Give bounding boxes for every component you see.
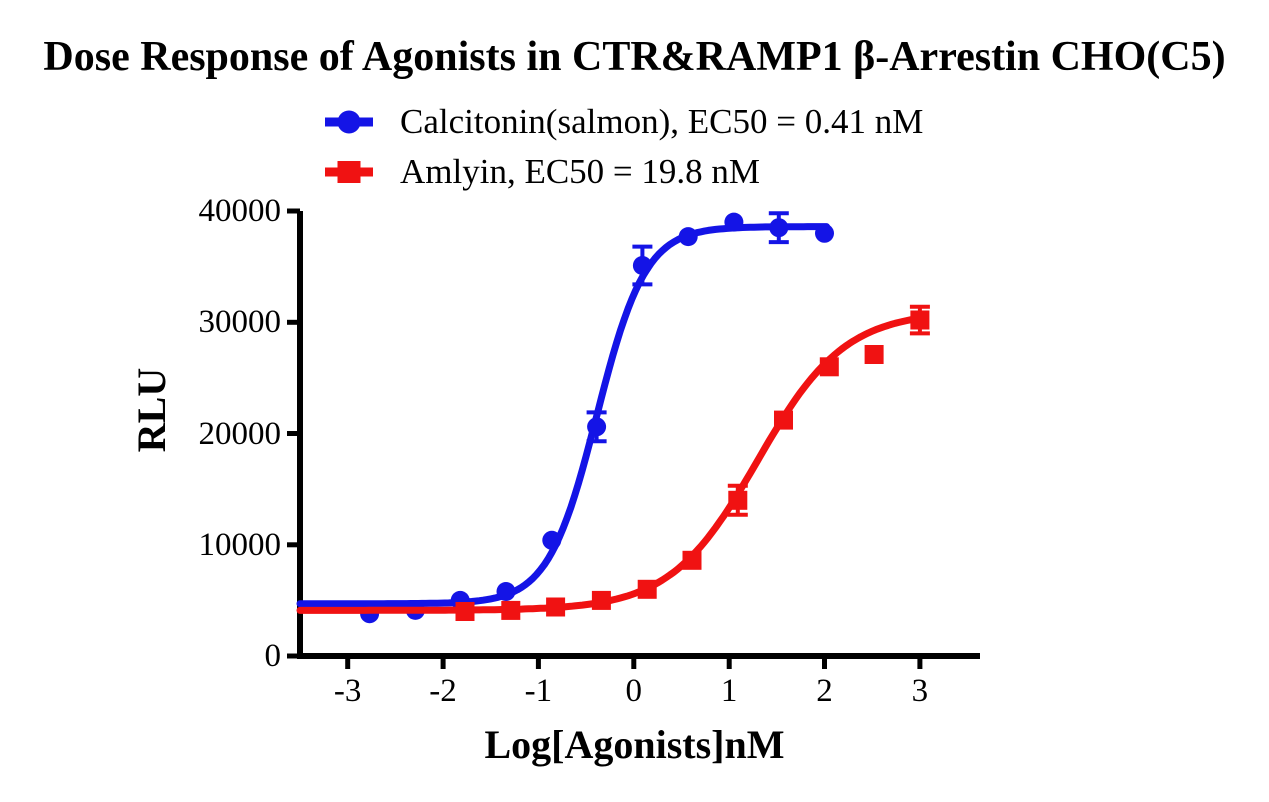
- calcitonin-salmon-data-point: [587, 417, 607, 437]
- y-tick-label: 20000: [198, 415, 282, 452]
- amlyin-data-point: [864, 345, 884, 364]
- x-tick-label: -3: [333, 673, 362, 709]
- amlyin-data-point: [774, 410, 793, 430]
- x-axis-label: Log[Agonists]nM: [484, 722, 785, 767]
- calcitonin-salmon-data-point: [678, 227, 698, 247]
- legend-label-calcitonin: Calcitonin(salmon), EC50 = 0.41 nM: [400, 102, 924, 141]
- x-tick-label: -1: [524, 673, 553, 709]
- amlyin-data-point: [455, 602, 475, 621]
- amlyin-data-point: [910, 310, 930, 330]
- x-tick-label: 1: [720, 673, 738, 709]
- calcitonin-salmon-data-point: [724, 212, 744, 232]
- x-tick-label: 3: [911, 673, 929, 709]
- calcitonin-salmon-curve: [296, 223, 830, 608]
- x-tick-label: 2: [816, 673, 833, 709]
- calcitonin-salmon-data-point: [632, 256, 652, 275]
- legend-label-amlyin: Amlyin, EC50 = 19.8 nM: [400, 152, 761, 191]
- amlyin-data-point: [637, 579, 657, 599]
- x-tick-label: -2: [429, 673, 457, 709]
- calcitonin-salmon-data-point: [769, 218, 789, 238]
- amlyin-data-point: [819, 357, 839, 377]
- amlyin-data-point: [728, 490, 748, 510]
- y-tick-label: 30000: [198, 304, 282, 341]
- amlyin-data-point: [501, 600, 521, 620]
- amlyin-data-point: [546, 597, 566, 617]
- calcitonin-salmon-data-point: [496, 582, 516, 601]
- calcitonin-salmon-data-point: [815, 223, 834, 243]
- amlyin-data-point: [682, 550, 702, 570]
- y-tick-label: 40000: [198, 193, 282, 229]
- amlyin-data-point: [591, 590, 611, 610]
- y-tick-label: 0: [264, 638, 282, 674]
- chart-title: Dose Response of Agonists in CTR&RAMP1 β…: [43, 34, 1226, 80]
- x-tick-label: 0: [625, 673, 643, 709]
- calcitonin-salmon-data-point: [542, 530, 562, 550]
- calcitonin-salmon-legend-marker: [325, 110, 373, 134]
- y-tick-label: 10000: [198, 526, 282, 563]
- amlyin-legend-marker: [325, 161, 373, 183]
